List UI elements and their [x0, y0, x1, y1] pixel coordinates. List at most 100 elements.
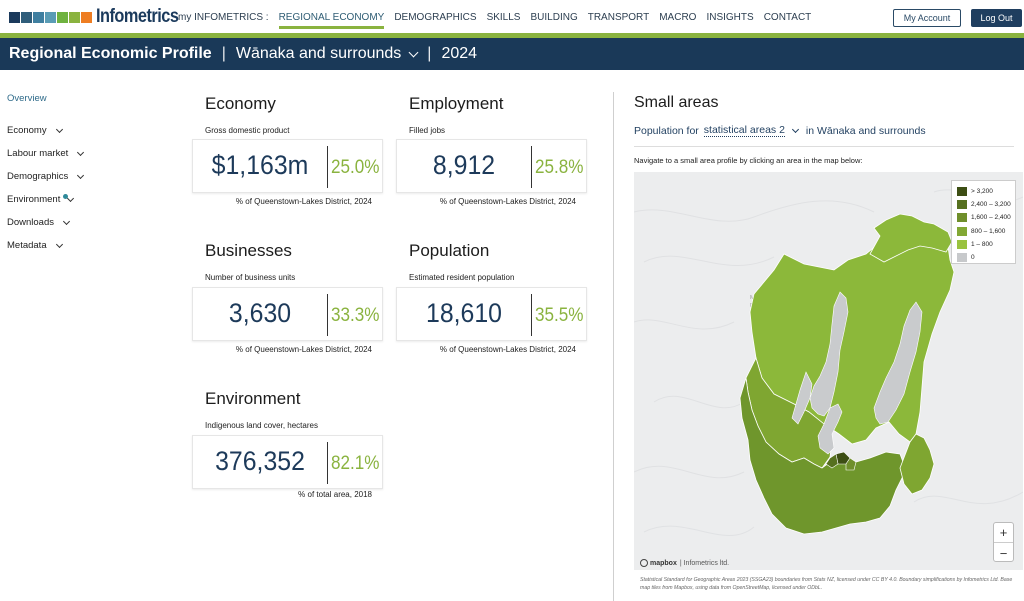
section-rule	[634, 146, 1014, 147]
sidebar-item-environment[interactable]: Environment	[7, 194, 75, 205]
card-footnote: % of Queenstown-Lakes District, 2024	[439, 197, 576, 206]
section-title-businesses: Businesses	[205, 241, 292, 260]
card-divider	[327, 146, 328, 188]
card-value: 376,352	[215, 446, 305, 476]
card-footnote: % of Queenstown-Lakes District, 2024	[235, 345, 372, 354]
title-separator: |	[427, 45, 432, 62]
infometrics-logo[interactable]: Infometrics	[9, 6, 192, 28]
chevron-down-icon	[67, 194, 75, 202]
mapbox-wordmark[interactable]: mapbox	[650, 559, 677, 567]
card-label: Filled jobs	[409, 126, 446, 135]
chevron-down-icon	[77, 171, 85, 179]
legend-row: > 3,200	[957, 185, 1015, 198]
sidebar-item-downloads[interactable]: Downloads	[7, 217, 71, 228]
nav-demographics[interactable]: DEMOGRAPHICS	[394, 12, 477, 23]
map-attribution: Statistical Standard for Geographic Area…	[640, 577, 1013, 591]
map-legend: > 3,200 2,400 – 3,200 1,600 – 2,400 800 …	[951, 180, 1016, 264]
my-account-button[interactable]: My Account	[893, 9, 961, 27]
area-polygon-town-3[interactable]	[845, 457, 857, 471]
legend-swatch	[957, 200, 967, 210]
sidebar-item-demographics[interactable]: Demographics	[7, 171, 85, 182]
legend-row: 2,400 – 3,200	[957, 198, 1015, 211]
section-title-population: Population	[409, 241, 490, 260]
card-footnote: % of Queenstown-Lakes District, 2024	[439, 345, 576, 354]
lake-wanaka	[809, 291, 849, 417]
page-title: Regional Economic Profile	[9, 45, 212, 62]
economy-card[interactable]: $1,163m 25.0%	[192, 139, 383, 193]
map-canvas[interactable]: Mount Aspiring National Park	[634, 172, 1023, 570]
zoom-in-button[interactable]: +	[994, 523, 1013, 543]
card-divider	[531, 294, 532, 336]
nav-contact[interactable]: CONTACT	[763, 12, 812, 23]
legend-label: 0	[971, 254, 975, 262]
card-percentage: 25.8%	[535, 157, 584, 178]
card-label: Estimated resident population	[409, 273, 515, 282]
sidebar: Overview Economy Labour market Demograph…	[0, 70, 176, 601]
card-value: 3,630	[228, 298, 292, 328]
nav-insights[interactable]: INSIGHTS	[706, 12, 754, 23]
sidebar-item-labour-market[interactable]: Labour market	[7, 148, 85, 159]
nav-macro[interactable]: MACRO	[659, 12, 697, 23]
area-polygon-east[interactable]	[899, 433, 935, 495]
top-navigation: Infometrics my INFOMETRICS : REGIONAL EC…	[0, 0, 1024, 34]
logo-square	[81, 11, 92, 23]
logo-wordmark: Infometrics	[96, 6, 179, 27]
map-instruction: Navigate to a small area profile by clic…	[634, 156, 863, 165]
nav-skills[interactable]: SKILLS	[486, 12, 521, 23]
area-polygon-south[interactable]	[739, 377, 907, 535]
sidebar-item-overview[interactable]: Overview	[7, 93, 47, 104]
zoom-out-button[interactable]: −	[999, 545, 1008, 561]
column-divider	[613, 92, 614, 601]
new-indicator-dot	[63, 194, 68, 199]
legend-label: > 3,200	[971, 188, 993, 196]
sidebar-item-label: Labour market	[7, 148, 69, 159]
card-value: $1,163m	[211, 150, 309, 180]
logo-square	[21, 11, 32, 23]
legend-label: 2,400 – 3,200	[971, 201, 1011, 209]
legend-row: 1,600 – 2,400	[957, 211, 1015, 224]
logo-square	[33, 11, 44, 23]
sidebar-item-economy[interactable]: Economy	[7, 125, 63, 136]
nav-building[interactable]: BUILDING	[530, 12, 578, 23]
card-divider	[531, 146, 532, 188]
legend-swatch	[957, 213, 967, 223]
small-area-map[interactable]: Mount Aspiring National Park	[634, 172, 1023, 570]
accent-bar	[0, 33, 1024, 38]
card-percentage: 33.3%	[331, 305, 380, 326]
legend-swatch	[957, 187, 967, 197]
region-selector[interactable]: Wānaka and surrounds	[235, 45, 419, 63]
nav-regional-economy[interactable]: REGIONAL ECONOMY	[278, 12, 385, 29]
employment-card[interactable]: 8,912 25.8%	[396, 139, 587, 193]
legend-swatch	[957, 226, 967, 236]
logo-square	[9, 11, 20, 23]
map-zoom-control: + −	[993, 522, 1014, 562]
population-card[interactable]: 18,610 35.5%	[396, 287, 587, 341]
logout-button[interactable]: Log Out	[971, 9, 1022, 27]
section-title-environment: Environment	[205, 389, 301, 408]
chevron-down-icon[interactable]	[791, 125, 799, 133]
small-areas-subtitle: Population for statistical areas 2 in Wā…	[634, 124, 926, 137]
mapbox-logo-icon	[640, 559, 648, 567]
legend-row: 0	[957, 251, 1015, 264]
legend-label: 800 – 1,600	[971, 227, 1006, 235]
lake-hawea	[873, 301, 923, 425]
sidebar-item-label: Economy	[7, 125, 47, 136]
sidebar-item-label: Metadata	[7, 240, 47, 251]
legend-row: 800 – 1,600	[957, 225, 1015, 238]
nav-my-infometrics[interactable]: my INFOMETRICS :	[178, 12, 269, 23]
card-percentage: 82.1%	[331, 453, 380, 474]
sidebar-item-label: Environment	[7, 194, 61, 205]
nav-transport[interactable]: TRANSPORT	[587, 12, 650, 23]
area-polygon-town-2[interactable]	[825, 453, 839, 469]
map-credit-text: | Infometrics ltd.	[679, 559, 730, 567]
environment-card[interactable]: 376,352 82.1%	[192, 435, 383, 489]
sidebar-item-label: Demographics	[7, 171, 69, 182]
sidebar-item-metadata[interactable]: Metadata	[7, 240, 63, 251]
businesses-card[interactable]: 3,630 33.3%	[192, 287, 383, 341]
region-name: Wānaka and surrounds	[235, 45, 402, 62]
area-type-selector[interactable]: statistical areas 2	[703, 124, 785, 137]
chevron-down-icon	[55, 240, 63, 248]
area-polygon-northeast[interactable]	[869, 213, 953, 263]
legend-swatch	[957, 239, 967, 249]
sub-prefix: Population for	[634, 124, 699, 137]
